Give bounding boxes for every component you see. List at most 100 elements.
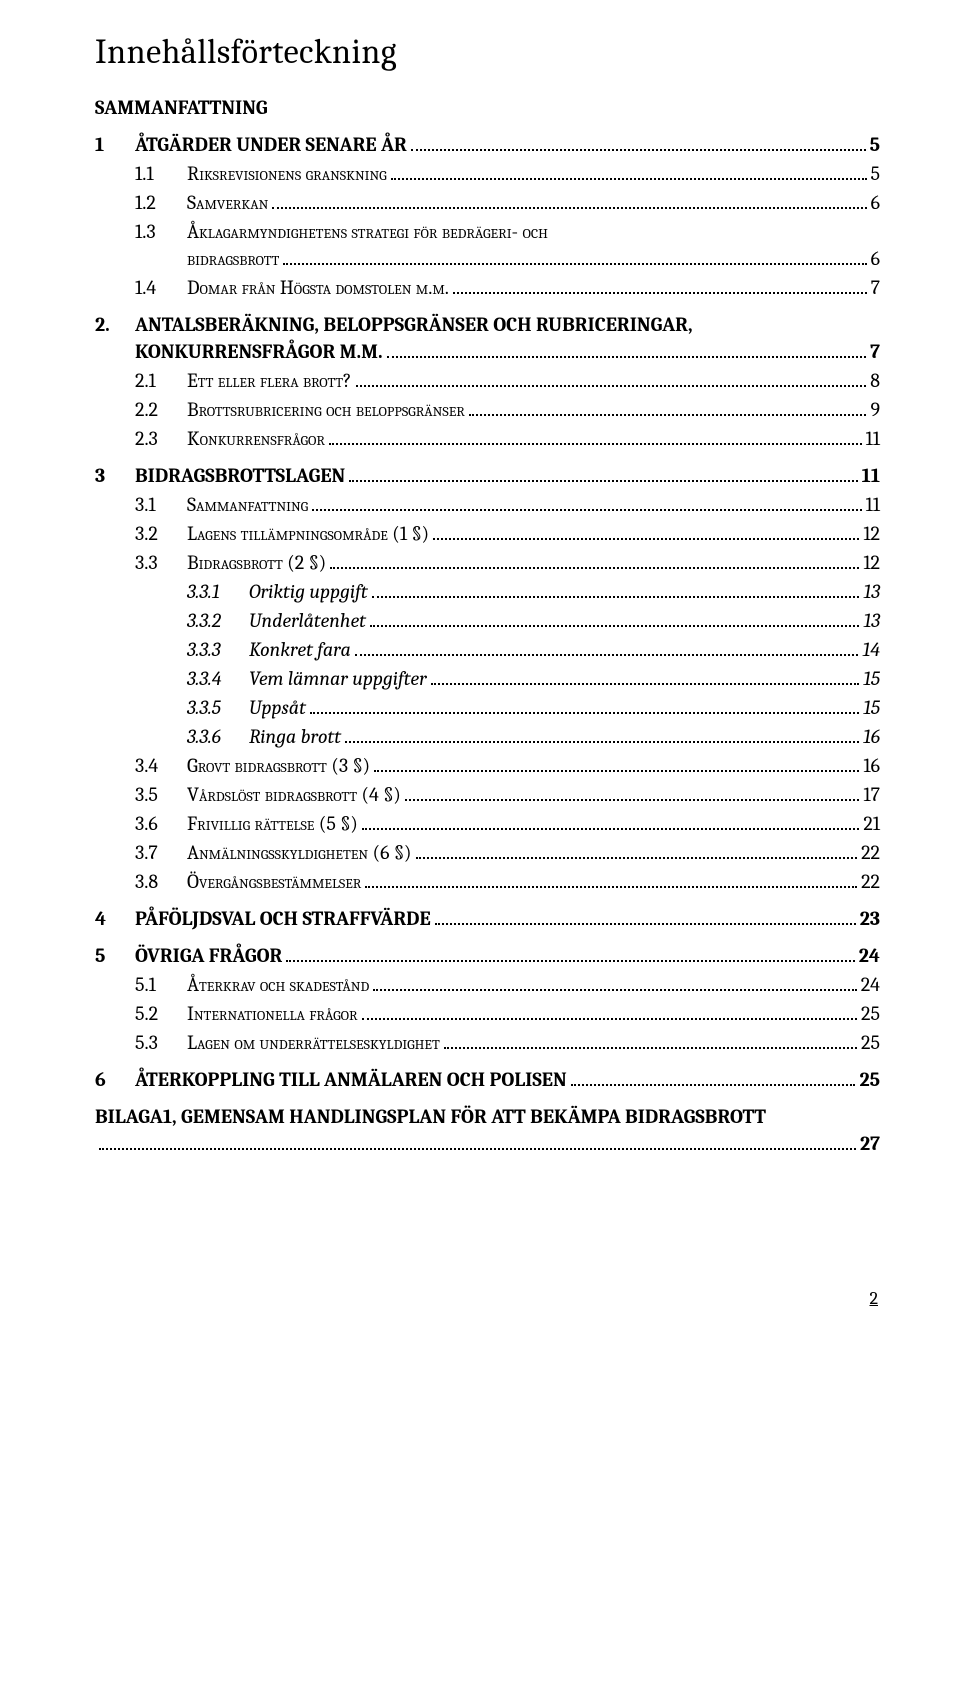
toc-entry: 3.1Sammanfattning11 <box>95 491 880 518</box>
toc-entry: 3.3Bidragsbrott (2 §)12 <box>95 549 880 576</box>
toc-entry: 3.3.1Oriktig uppgift13 <box>95 578 880 605</box>
toc-label: Anmälningsskyldigheten (6 §) <box>187 839 412 866</box>
toc-label: Ett eller flera brott? <box>187 367 352 394</box>
toc-num: 3.3 <box>135 549 187 576</box>
toc-page: 11 <box>862 462 880 489</box>
toc-label: Övergångsbestämmelser <box>187 868 361 895</box>
toc-entry: 3.5Vårdslöst bidragsbrott (4 §)17 <box>95 781 880 808</box>
toc-label: PÅFÖLJDSVAL OCH STRAFFVÄRDE <box>135 905 431 932</box>
toc-num: 3.5 <box>135 781 187 808</box>
toc-num: 1.1 <box>135 160 187 187</box>
toc-entry: 2.1Ett eller flera brott?8 <box>95 367 880 394</box>
toc-label: Lagen om underrättelseskyldighet <box>187 1029 440 1056</box>
toc-num: 5.1 <box>135 971 187 998</box>
toc-num: 5.2 <box>135 1000 187 1027</box>
toc-entry: SAMMANFATTNING <box>95 94 880 121</box>
toc-label: ÅTERKOPPLING TILL ANMÄLAREN OCH POLISEN <box>135 1066 567 1093</box>
toc-label: Uppsåt <box>249 694 306 721</box>
toc-label: ÖVRIGA FRÅGOR <box>135 942 282 969</box>
toc-page: 5 <box>870 131 880 158</box>
toc-num: 3.3.1 <box>187 578 249 605</box>
toc-entry: 3.7Anmälningsskyldigheten (6 §)22 <box>95 839 880 866</box>
toc-label: Brottsrubricering och beloppsgränser <box>187 396 465 423</box>
toc-label: Konkurrensfrågor <box>187 425 325 452</box>
toc-entry: 6ÅTERKOPPLING TILL ANMÄLAREN OCH POLISEN… <box>95 1066 880 1093</box>
toc-list: SAMMANFATTNING 1ÅTGÄRDER UNDER SENARE ÅR 5… <box>95 94 880 1157</box>
toc-entry: 3.3.2Underlåtenhet13 <box>95 607 880 634</box>
toc-label: Konkret fara <box>249 636 351 663</box>
toc-num: 3.2 <box>135 520 187 547</box>
toc-label: BIDRAGSBROTTSLAGEN <box>135 462 345 489</box>
toc-entry: 3.3.4Vem lämnar uppgifter15 <box>95 665 880 692</box>
toc-entry: 1.2Samverkan6 <box>95 189 880 216</box>
toc-entry: 1ÅTGÄRDER UNDER SENARE ÅR 5 <box>95 131 880 158</box>
toc-page: 24 <box>859 942 880 969</box>
toc-entry: 3BIDRAGSBROTTSLAGEN 11 <box>95 462 880 489</box>
toc-label: SAMMANFATTNING <box>95 94 268 121</box>
toc-num: 3.7 <box>135 839 187 866</box>
toc-label: Riksrevisionens granskning <box>187 160 387 187</box>
toc-entry: 1.1Riksrevisionens granskning5 <box>95 160 880 187</box>
toc-num: 3.3.6 <box>187 723 249 750</box>
toc-label: Frivillig rättelse (5 §) <box>187 810 358 837</box>
toc-num: 3.8 <box>135 868 187 895</box>
toc-num: 2.3 <box>135 425 187 452</box>
toc-num: 3 <box>95 462 135 489</box>
toc-num: 5.3 <box>135 1029 187 1056</box>
toc-label: Återkrav och skadestånd <box>187 971 369 998</box>
toc-label: Domar från Högsta domstolen m.m. <box>187 274 449 301</box>
toc-entry: 3.8Övergångsbestämmelser22 <box>95 868 880 895</box>
toc-entry: 3.4Grovt bidragsbrott (3 §)16 <box>95 752 880 779</box>
toc-label: Sammanfattning <box>187 491 308 518</box>
toc-num: 1 <box>95 131 135 158</box>
toc-num: 2.2 <box>135 396 187 423</box>
toc-label: Lagens tillämpningsområde (1 §) <box>187 520 429 547</box>
toc-page: 25 <box>859 1066 880 1093</box>
toc-entry: 5.2Internationella frågor25 <box>95 1000 880 1027</box>
toc-num: 2. <box>95 311 135 338</box>
toc-num: 3.3.5 <box>187 694 249 721</box>
toc-entry: 5ÖVRIGA FRÅGOR 24 <box>95 942 880 969</box>
toc-leader <box>349 464 857 482</box>
toc-entry: 1.4Domar från Högsta domstolen m.m.7 <box>95 274 880 301</box>
toc-label: Ringa brott <box>249 723 341 750</box>
toc-num: 3.4 <box>135 752 187 779</box>
toc-num: 1.2 <box>135 189 187 216</box>
toc-label: ÅTGÄRDER UNDER SENARE ÅR <box>135 131 407 158</box>
toc-entry: 3.3.6Ringa brott16 <box>95 723 880 750</box>
toc-entry: BILAGA1, GEMENSAM HANDLINGSPLAN FÖR ATT … <box>95 1103 880 1157</box>
toc-leader <box>571 1068 856 1086</box>
toc-label: Vårdslöst bidragsbrott (4 §) <box>187 781 401 808</box>
toc-entry: 3.2Lagens tillämpningsområde (1 §)12 <box>95 520 880 547</box>
toc-entry: 2.2Brottsrubricering och beloppsgränser9 <box>95 396 880 423</box>
toc-label: Grovt bidragsbrott (3 §) <box>187 752 370 779</box>
toc-entry: 4PÅFÖLJDSVAL OCH STRAFFVÄRDE 23 <box>95 905 880 932</box>
toc-label: Oriktig uppgift <box>249 578 368 605</box>
toc-entry: 3.3.5Uppsåt15 <box>95 694 880 721</box>
toc-leader <box>435 907 856 925</box>
toc-num: 3.1 <box>135 491 187 518</box>
toc-num: 1.4 <box>135 274 187 301</box>
toc-num: 6 <box>95 1066 135 1093</box>
toc-title: Innehållsförteckning <box>95 30 880 76</box>
toc-entry: 2.ANTALSBERÄKNING, BELOPPSGRÄNSER OCH RU… <box>95 311 880 365</box>
toc-label: Vem lämnar uppgifter <box>249 665 427 692</box>
toc-num: 3.3.2 <box>187 607 249 634</box>
toc-num: 5 <box>95 942 135 969</box>
toc-page: 23 <box>860 905 880 932</box>
toc-num: 1.3 <box>135 218 187 245</box>
toc-label: Bidragsbrott (2 §) <box>187 549 326 576</box>
toc-entry: 5.1Återkrav och skadestånd24 <box>95 971 880 998</box>
toc-num: 3.3.4 <box>187 665 249 692</box>
toc-leader <box>411 133 866 151</box>
toc-num: 3.6 <box>135 810 187 837</box>
toc-num: 3.3.3 <box>187 636 249 663</box>
toc-label: Samverkan <box>187 189 268 216</box>
toc-entry: 5.3Lagen om underrättelseskyldighet25 <box>95 1029 880 1056</box>
toc-entry: 3.6Frivillig rättelse (5 §)21 <box>95 810 880 837</box>
page-number: 2 <box>95 1287 880 1311</box>
toc-num: 2.1 <box>135 367 187 394</box>
toc-entry: 1.3Åklagarmyndighetens strategi för bedr… <box>95 218 880 272</box>
toc-label: Underlåtenhet <box>249 607 366 634</box>
toc-num: 4 <box>95 905 135 932</box>
